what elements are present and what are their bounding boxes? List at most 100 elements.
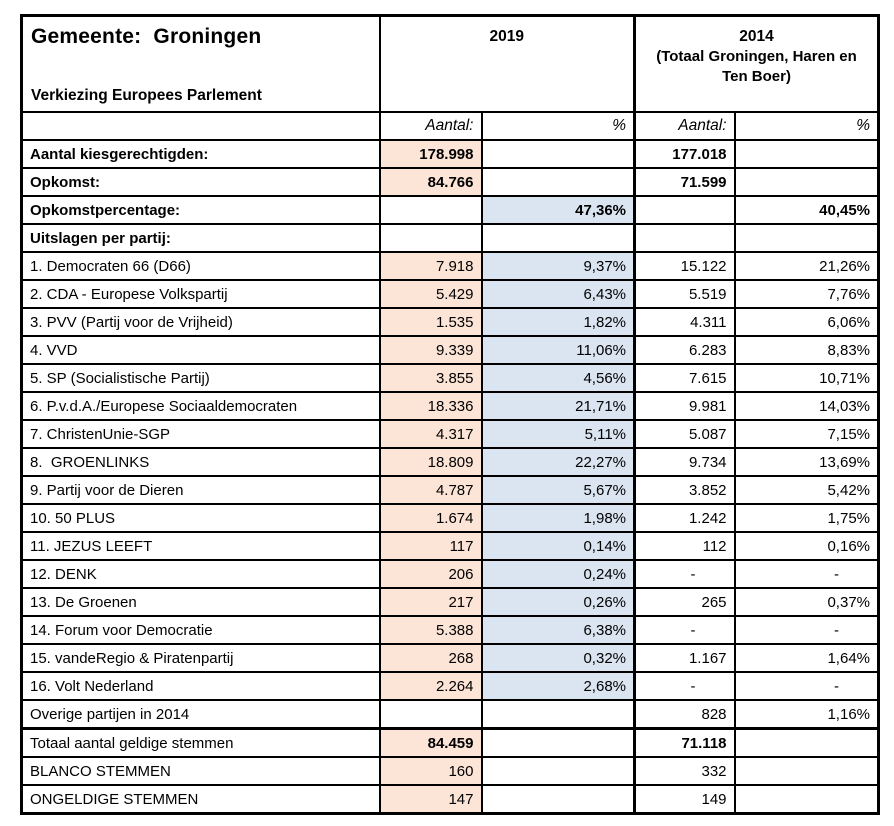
cell-aantal-2014: 149 (633, 784, 736, 815)
cell-label: 8. GROENLINKS (20, 447, 381, 477)
cell-pct-2019 (480, 167, 636, 197)
subheader-pct-2014: % (733, 111, 880, 141)
cell-aantal-2019: 84.766 (378, 167, 483, 197)
cell-aantal-2019: 18.809 (378, 447, 483, 477)
cell-pct-2019: 1,98% (480, 503, 636, 533)
subheader-pct-2019: % (480, 111, 636, 141)
table-row: 15. vandeRegio & Piratenpartij 268 0,32% 1.… (20, 643, 880, 673)
cell-pct-2019: 22,27% (480, 447, 636, 477)
cell-pct-2014: 8,83% (733, 335, 880, 365)
cell-aantal-2014: 332 (633, 756, 736, 786)
table-row: 2. CDA - Europese Volkspartij 5.429 6,43% 5… (20, 279, 880, 309)
cell-pct-2014: 0,16% (733, 531, 880, 561)
cell-label: 10. 50 PLUS (20, 503, 381, 533)
page-title: Gemeente: Groningen (31, 25, 262, 48)
cell-aantal-2014: 112 (633, 531, 736, 561)
table-row: 11. JEZUS LEEFT 117 0,14% 112 0,16% (20, 531, 880, 561)
column-header-2014: 2014 (Totaal Groningen, Haren en Ten Boe… (633, 14, 880, 113)
cell-aantal-2014: 9.734 (633, 447, 736, 477)
cell-label: 15. vandeRegio & Piratenpartij (20, 643, 381, 673)
cell-aantal-2014 (633, 223, 736, 253)
page-subtitle: Verkiezing Europees Parlement (31, 87, 262, 104)
cell-aantal-2019: 18.336 (378, 391, 483, 421)
cell-aantal-2014: 71.118 (633, 727, 736, 758)
cell-label: ONGELDIGE STEMMEN (20, 784, 381, 815)
cell-aantal-2019: 5.429 (378, 279, 483, 309)
subheader-row: Aantal: % Aantal: % (20, 111, 880, 141)
cell-pct-2014 (733, 223, 880, 253)
cell-pct-2014: 13,69% (733, 447, 880, 477)
table-row: Uitslagen per partij: (20, 223, 880, 253)
table-row: 3. PVV (Partij voor de Vrijheid) 1.535 1,8… (20, 307, 880, 337)
cell-pct-2019: 0,24% (480, 559, 636, 589)
cell-label: 9. Partij voor de Dieren (20, 475, 381, 505)
table-row: Totaal aantal geldige stemmen 84.459 71.11… (20, 727, 880, 758)
cell-aantal-2019: 4.317 (378, 419, 483, 449)
cell-aantal-2019 (378, 223, 483, 253)
cell-aantal-2019: 4.787 (378, 475, 483, 505)
table-row: 6. P.v.d.A./Europese Sociaaldemocraten 18… (20, 391, 880, 421)
cell-aantal-2014: - (633, 671, 736, 701)
cell-pct-2014: 6,06% (733, 307, 880, 337)
cell-pct-2019 (480, 699, 636, 730)
cell-pct-2019: 4,56% (480, 363, 636, 393)
cell-aantal-2014: 4.311 (633, 307, 736, 337)
cell-pct-2014: 1,64% (733, 643, 880, 673)
cell-label: 6. P.v.d.A./Europese Sociaaldemocraten (20, 391, 381, 421)
cell-aantal-2014 (633, 195, 736, 225)
cell-label: 14. Forum voor Democratie (20, 615, 381, 645)
cell-pct-2014: 5,42% (733, 475, 880, 505)
cell-pct-2014: 0,37% (733, 587, 880, 617)
cell-aantal-2014: 828 (633, 699, 736, 730)
cell-pct-2014: 21,26% (733, 251, 880, 281)
table-row: 7. ChristenUnie-SGP 4.317 5,11% 5.087 7,15% (20, 419, 880, 449)
cell-label: 11. JEZUS LEEFT (20, 531, 381, 561)
cell-pct-2014 (733, 139, 880, 169)
table-row: Opkomstpercentage: 47,36% 40,45% (20, 195, 880, 225)
cell-pct-2019: 1,82% (480, 307, 636, 337)
cell-aantal-2019: 1.535 (378, 307, 483, 337)
cell-label: Opkomst: (20, 167, 381, 197)
cell-aantal-2019: 217 (378, 587, 483, 617)
cell-label: 4. VVD (20, 335, 381, 365)
cell-pct-2014: 1,16% (733, 699, 880, 730)
cell-aantal-2014: 5.087 (633, 419, 736, 449)
year-2014-note: (Totaal Groningen, Haren en Ten Boer) (656, 48, 857, 85)
cell-pct-2014: 1,75% (733, 503, 880, 533)
cell-label: 12. DENK (20, 559, 381, 589)
cell-aantal-2019: 5.388 (378, 615, 483, 645)
cell-label: Opkomstpercentage: (20, 195, 381, 225)
cell-pct-2019: 47,36% (480, 195, 636, 225)
table-row: 4. VVD 9.339 11,06% 6.283 8,83% (20, 335, 880, 365)
cell-pct-2019: 2,68% (480, 671, 636, 701)
cell-pct-2019: 6,43% (480, 279, 636, 309)
cell-aantal-2014: 265 (633, 587, 736, 617)
cell-aantal-2014: 3.852 (633, 475, 736, 505)
cell-pct-2019 (480, 223, 636, 253)
cell-pct-2014: 14,03% (733, 391, 880, 421)
cell-pct-2014 (733, 167, 880, 197)
cell-pct-2019: 5,67% (480, 475, 636, 505)
table-row: 8. GROENLINKS 18.809 22,27% 9.734 13,69% (20, 447, 880, 477)
table-row: 10. 50 PLUS 1.674 1,98% 1.242 1,75% (20, 503, 880, 533)
cell-label: Aantal kiesgerechtigden: (20, 139, 381, 169)
table-row: 12. DENK 206 0,24% - - (20, 559, 880, 589)
cell-label: 13. De Groenen (20, 587, 381, 617)
table-row: Aantal kiesgerechtigden: 178.998 177.018 (20, 139, 880, 169)
subheader-empty-cell (20, 111, 381, 141)
table-row: 14. Forum voor Democratie 5.388 6,38% - - (20, 615, 880, 645)
cell-label: Totaal aantal geldige stemmen (20, 727, 381, 758)
cell-aantal-2014: 1.242 (633, 503, 736, 533)
subheader-aantal-2014: Aantal: (633, 111, 736, 141)
cell-pct-2014: - (733, 615, 880, 645)
table-row: 5. SP (Socialistische Partij) 3.855 4,56% 7… (20, 363, 880, 393)
table-row: 13. De Groenen 217 0,26% 265 0,37% (20, 587, 880, 617)
cell-pct-2014 (733, 756, 880, 786)
year-2019-label: 2019 (489, 28, 524, 45)
cell-pct-2019 (480, 727, 636, 758)
spreadsheet-page: Gemeente: Groningen Verkiezing Europees … (20, 14, 881, 815)
cell-aantal-2019: 268 (378, 643, 483, 673)
cell-aantal-2014: 1.167 (633, 643, 736, 673)
cell-aantal-2019: 2.264 (378, 671, 483, 701)
cell-label: BLANCO STEMMEN (20, 756, 381, 786)
